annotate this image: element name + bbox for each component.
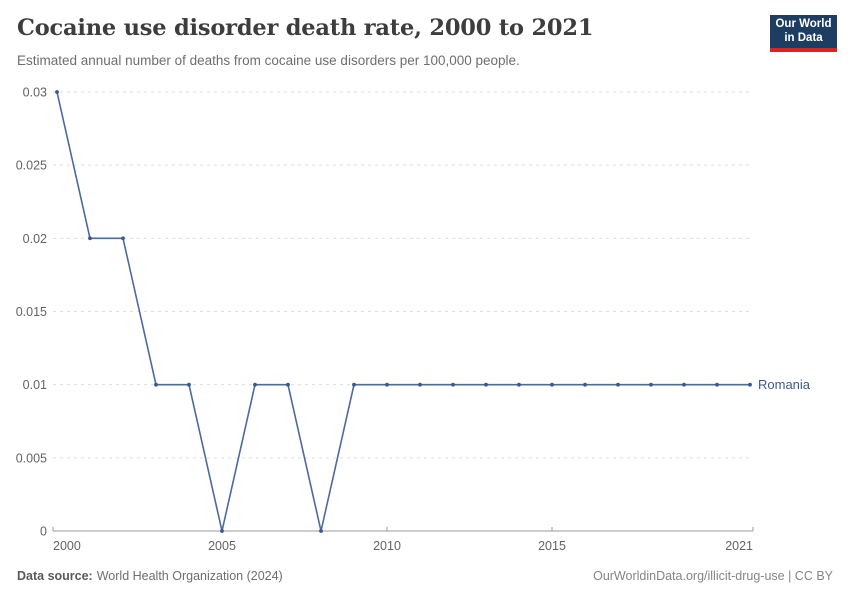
x-tick-label: 2010 (373, 539, 401, 553)
data-point[interactable] (154, 382, 158, 387)
data-point[interactable] (352, 382, 356, 387)
data-point[interactable] (583, 382, 587, 387)
chart-title: Cocaine use disorder death rate, 2000 to… (17, 15, 594, 41)
data-point[interactable] (616, 382, 620, 387)
y-tick-label: 0.03 (23, 86, 47, 100)
y-tick-label: 0.02 (23, 232, 47, 246)
data-source-text: World Health Organization (2024) (96, 569, 283, 583)
data-point[interactable] (517, 382, 521, 387)
data-point[interactable] (220, 529, 224, 533)
data-point[interactable] (286, 382, 290, 387)
data-point[interactable] (319, 529, 323, 533)
data-point[interactable] (121, 236, 125, 241)
data-point[interactable] (748, 382, 752, 387)
x-tick-label: 2005 (208, 539, 236, 553)
data-point[interactable] (715, 382, 719, 387)
data-source: Data source: World Health Organization (2… (17, 569, 283, 583)
y-tick-label: 0 (40, 525, 47, 539)
data-point[interactable] (649, 382, 653, 387)
data-point[interactable] (55, 90, 59, 94)
credit-link[interactable]: OurWorldinData.org/illicit-drug-use | CC… (593, 569, 833, 583)
x-tick-label: 2015 (538, 539, 566, 553)
data-point[interactable] (682, 382, 686, 387)
x-tick-label: 2021 (725, 539, 753, 553)
data-point[interactable] (187, 382, 191, 387)
owid-logo-line2: in Data (784, 31, 823, 44)
data-point[interactable] (88, 236, 92, 241)
data-point[interactable] (385, 382, 389, 387)
data-point[interactable] (451, 382, 455, 387)
owid-logo-line1: Our World (775, 17, 832, 30)
data-point[interactable] (484, 382, 488, 387)
y-tick-label: 0.015 (16, 305, 47, 319)
x-tick-label: 2000 (53, 539, 81, 553)
series-label-romania[interactable]: Romania (758, 377, 811, 392)
data-point[interactable] (253, 382, 257, 387)
y-tick-label: 0.01 (23, 378, 47, 392)
data-point[interactable] (418, 382, 422, 387)
y-tick-label: 0.025 (16, 159, 47, 173)
data-source-label: Data source: (17, 569, 93, 583)
data-point[interactable] (550, 382, 554, 387)
owid-logo[interactable]: Our World in Data (770, 15, 837, 52)
chart-subtitle: Estimated annual number of deaths from c… (17, 53, 520, 68)
y-tick-label: 0.005 (16, 451, 47, 465)
data-line-romania[interactable] (56, 91, 751, 532)
